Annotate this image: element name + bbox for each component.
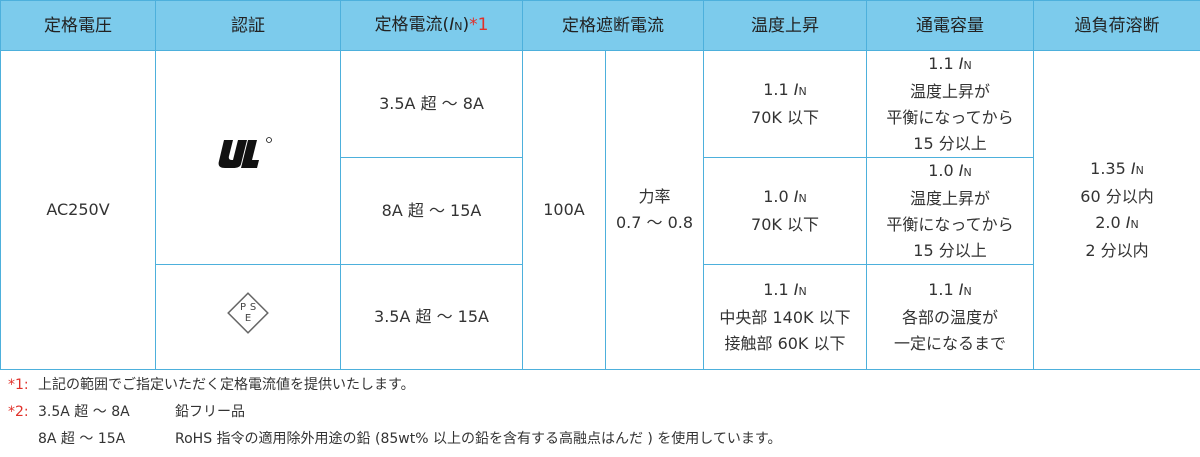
ul-mark xyxy=(218,136,272,168)
cell-line: 0.7 ～ 0.8 xyxy=(615,213,694,232)
current: 8A 超 ～ 15A xyxy=(340,157,523,265)
temperature: 1.0 IN 70K 以下 xyxy=(703,157,867,265)
cell-line: 接触部 60K 以下 xyxy=(724,334,846,353)
footnote-text: 上記の範囲でご指定いただく定格電流値を提供いたします。 xyxy=(38,377,415,393)
cell-line: 1.0 IN xyxy=(704,184,866,212)
capacity: 1.0 IN 温度上昇が平衡になってから 15 分以上 xyxy=(866,157,1034,265)
text: 1.1 xyxy=(928,280,959,299)
current: 3.5A 超 ～ 8A xyxy=(340,50,523,158)
current: 3.5A 超 ～ 15A xyxy=(340,264,523,370)
symbol: I xyxy=(1125,213,1131,232)
footnote-text: 3.5A 超 ～ 8A xyxy=(38,404,130,420)
text: 1.1 xyxy=(763,80,794,99)
symbol: I xyxy=(958,161,964,180)
symbol: I xyxy=(958,280,964,299)
header-cell: 認証 xyxy=(155,0,341,51)
cell-line: 中央部 140K 以下 xyxy=(719,308,851,327)
ul-logo xyxy=(155,50,341,265)
header-cell: 温度上昇 xyxy=(703,0,867,51)
cell-line: 15 分以上 xyxy=(913,134,987,153)
cell-line: 2.0 IN xyxy=(1034,210,1200,238)
text: 定格電流( xyxy=(374,14,450,35)
capacity: 1.1 IN 各部の温度が 一定になるまで xyxy=(866,264,1034,370)
cell-line: 1.1 IN xyxy=(704,77,866,105)
text: 1.0 xyxy=(928,161,959,180)
cell-line: 力率 xyxy=(638,187,671,206)
text: 1.1 xyxy=(928,54,959,73)
cell-line: 各部の温度が xyxy=(901,308,998,327)
subscript: N xyxy=(798,192,807,205)
symbol: I xyxy=(793,80,799,99)
power-factor: 力率 0.7 ～ 0.8 xyxy=(605,50,704,370)
cell-line: 1.35 IN xyxy=(1034,156,1200,184)
voltage: AC250V xyxy=(0,50,156,370)
header-cell: 定格電流(IN)*1 xyxy=(340,0,523,51)
subscript: N xyxy=(798,285,807,298)
symbol: I xyxy=(958,54,964,73)
cell-line: 平衡になってから xyxy=(886,108,1014,127)
text: 1.35 xyxy=(1090,159,1131,178)
cell-line: 1.1 IN xyxy=(867,51,1033,79)
capacity: 1.1 IN 温度上昇が平衡になってから 15 分以上 xyxy=(866,50,1034,158)
subscript: N xyxy=(454,19,463,33)
breaking-current: 100A xyxy=(522,50,606,370)
pse-letter: S xyxy=(250,302,256,313)
cell-line: 70K 以下 xyxy=(751,215,819,234)
cell-line: 60 分以内 xyxy=(1080,187,1154,206)
subscript: N xyxy=(798,85,807,98)
symbol: I xyxy=(793,187,799,206)
cell-line: 温度上昇が xyxy=(909,82,990,101)
footnote-text: 8A 超 ～ 15A xyxy=(38,431,126,447)
cell-line: 70K 以下 xyxy=(751,108,819,127)
subscript: N xyxy=(1130,218,1139,231)
subscript: N xyxy=(963,285,972,298)
footnote-mark: *1: xyxy=(8,377,29,393)
header-cell: 過負荷溶断 xyxy=(1033,0,1200,51)
pse-mark: P S E xyxy=(227,292,269,334)
temperature: 1.1 IN 中央部 140K 以下 接触部 60K 以下 xyxy=(703,264,867,370)
cell-line: 平衡になってから xyxy=(886,215,1014,234)
subscript: N xyxy=(1135,164,1144,177)
subscript: N xyxy=(963,59,972,72)
subscript: N xyxy=(963,166,972,179)
temperature: 1.1 IN 70K 以下 xyxy=(703,50,867,158)
header-cell: 定格電圧 xyxy=(0,0,156,51)
symbol: I xyxy=(449,14,455,35)
overload: 1.35 IN 60 分以内 2.0 IN 2 分以内 xyxy=(1033,50,1200,370)
text: 2.0 xyxy=(1095,213,1126,232)
text: ) xyxy=(462,14,470,35)
symbol: I xyxy=(1130,159,1136,178)
cell-line: 1.1 IN xyxy=(704,277,866,305)
symbol: I xyxy=(793,280,799,299)
note-ref: *1 xyxy=(469,14,489,35)
cell-line: 一定になるまで xyxy=(893,334,1006,353)
footnote-mark: *2: xyxy=(8,404,29,420)
cell-line: 2 分以内 xyxy=(1085,241,1149,260)
header-cell: 定格遮断電流 xyxy=(522,0,704,51)
text: 1.0 xyxy=(763,187,794,206)
footnote-text: 鉛フリー品 xyxy=(175,404,245,420)
cell-line: 15 分以上 xyxy=(913,241,987,260)
spec-table: 定格電圧 認証 定格電流(IN)*1 定格遮断電流 温度上昇 通電容量 過負荷溶… xyxy=(0,0,1200,370)
pse-letter: P xyxy=(240,302,246,313)
pse-logo: P S E xyxy=(155,264,341,370)
cell-line: 1.1 IN xyxy=(867,277,1033,305)
cell-line: 温度上昇が xyxy=(909,189,990,208)
pse-letter: E xyxy=(245,313,251,324)
footnote-text: RoHS 指令の適用除外用途の鉛 (85wt% 以上の鉛を含有する高融点はんだ … xyxy=(175,431,782,447)
header-cell: 通電容量 xyxy=(866,0,1034,51)
cell-line: 1.0 IN xyxy=(867,158,1033,186)
text: 1.1 xyxy=(763,280,794,299)
